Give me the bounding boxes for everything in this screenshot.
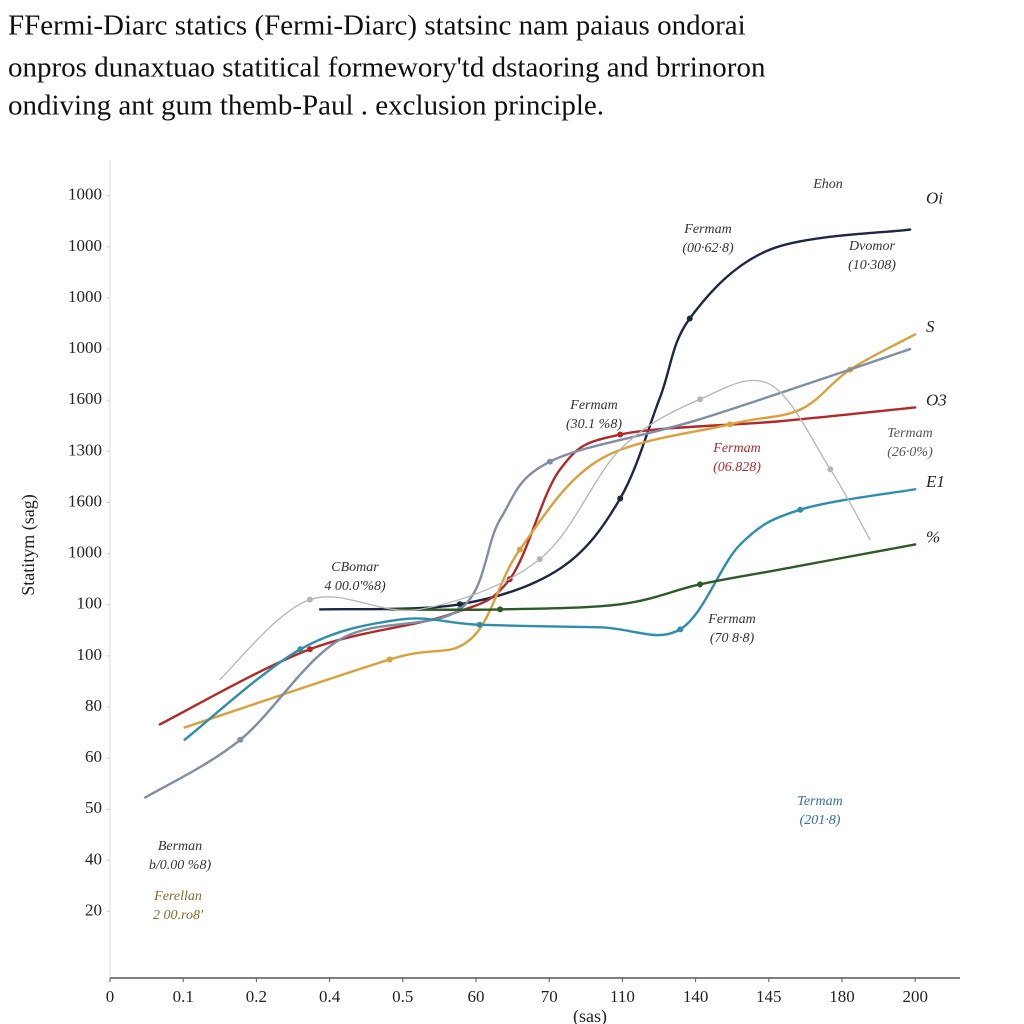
- y-tick-label: 60: [85, 747, 102, 766]
- annotation-label: Termam: [797, 794, 842, 809]
- point: [536, 556, 543, 563]
- x-tick-label: 60: [468, 987, 485, 1006]
- point: [727, 421, 734, 428]
- point: [297, 646, 304, 653]
- point: [386, 656, 393, 663]
- series-line: [219, 379, 871, 681]
- annotation-label: Ferellan: [153, 889, 202, 904]
- y-tick-label: 20: [85, 900, 102, 919]
- x-tick-label: 0.1: [173, 987, 194, 1006]
- y-tick-label: 1000: [68, 543, 102, 562]
- annotation-label: Fermam: [683, 222, 731, 237]
- x-tick-label: 145: [756, 987, 782, 1006]
- series-label: S: [926, 317, 935, 336]
- series-line: [183, 488, 917, 741]
- y-tick-label: 50: [85, 798, 102, 817]
- y-tick-label: 100: [77, 594, 103, 613]
- point: [516, 546, 523, 553]
- annotation-value: 2 00.ro8': [153, 908, 204, 923]
- annotation-label: Fermam: [707, 612, 755, 627]
- x-tick-label: 70: [541, 987, 558, 1006]
- point: [686, 315, 693, 322]
- point: [476, 621, 483, 628]
- x-tick-label: 140: [683, 987, 709, 1006]
- y-axis-label: Statitym (sag): [18, 494, 39, 596]
- annotation-value: (201·8): [800, 813, 841, 828]
- title-line: FFermi-Diarc statics (Fermi-Diarc) stats…: [8, 10, 746, 42]
- annotation-label: CBomar: [331, 560, 379, 575]
- point: [696, 396, 703, 403]
- y-tick-label: 1300: [68, 440, 102, 459]
- annotation-label: Ehon: [812, 177, 843, 192]
- series-label: E1: [925, 472, 945, 491]
- annotation-value: (06.828): [713, 460, 761, 475]
- x-axis-label: (sas): [573, 1006, 607, 1024]
- point: [677, 626, 684, 633]
- point: [306, 646, 313, 653]
- y-tick-label: 1000: [68, 236, 102, 255]
- series-line: [388, 543, 917, 611]
- series-line: [143, 347, 912, 799]
- annotation-value: (26·0%): [887, 445, 933, 460]
- annotation-label: Dvomor: [848, 239, 895, 254]
- point: [617, 495, 624, 502]
- title-line: onpros dunaxtuao statitical formewory'td…: [8, 52, 766, 84]
- x-tick-label: 0.2: [246, 987, 267, 1006]
- point: [456, 601, 463, 608]
- point: [827, 466, 834, 473]
- point: [497, 606, 504, 613]
- annotation-value: (30.1 %8): [566, 417, 622, 432]
- point: [237, 736, 244, 743]
- x-tick-label: 200: [902, 987, 928, 1006]
- annotation-label: Fermam: [712, 441, 760, 456]
- y-tick-label: 1600: [68, 389, 102, 408]
- x-tick-label: 180: [829, 987, 855, 1006]
- annotation-value: b/0.00 %8): [149, 858, 212, 873]
- x-tick-label: 0.4: [319, 987, 341, 1006]
- y-tick-label: 80: [85, 696, 102, 715]
- series-label: %: [926, 527, 940, 546]
- title-line: ondiving ant gum themb-Paul . exclusion …: [8, 90, 604, 122]
- point: [546, 458, 553, 465]
- x-tick-label: 0: [106, 987, 115, 1006]
- annotation-label: Termam: [887, 426, 932, 441]
- annotation-value: (00·62·8): [682, 241, 734, 256]
- y-tick-label: 1000: [68, 287, 102, 306]
- x-tick-label: 0.5: [392, 987, 413, 1006]
- annotation-label: Berman: [158, 839, 202, 854]
- series-label: O3: [926, 390, 947, 409]
- annotation-value: 4 00.0'%8): [324, 579, 386, 594]
- series-label: Oi: [926, 188, 943, 207]
- point: [797, 506, 804, 513]
- y-tick-label: 1000: [68, 185, 102, 204]
- y-tick-label: 40: [85, 849, 102, 868]
- point: [617, 431, 624, 438]
- annotation-value: (70 8·8): [710, 631, 755, 646]
- annotation-value: (10·308): [848, 258, 896, 273]
- point: [306, 596, 313, 603]
- y-tick-label: 1000: [68, 338, 102, 357]
- y-tick-label: 1600: [68, 491, 102, 510]
- annotation-label: Fermam: [569, 398, 617, 413]
- x-tick-label: 110: [610, 987, 635, 1006]
- y-tick-label: 100: [77, 645, 103, 664]
- point: [696, 581, 703, 588]
